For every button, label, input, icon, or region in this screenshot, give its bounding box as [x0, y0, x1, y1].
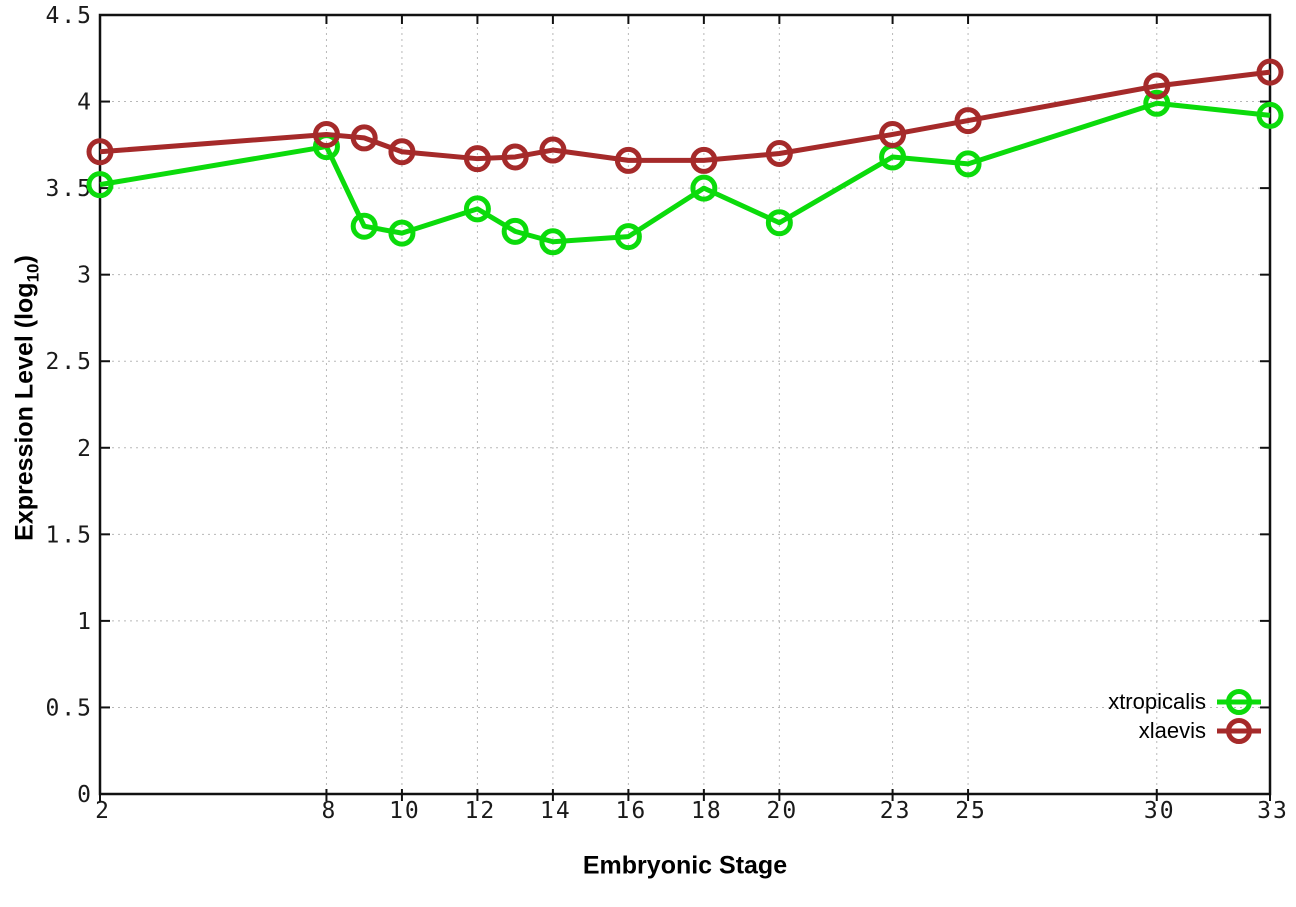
- x-tick-label: 2: [95, 798, 111, 824]
- data-point-xlaevis-stage-14: [539, 136, 567, 164]
- gridlines: [99, 14, 1271, 795]
- legend-label-xtropicalis: xtropicalis: [1108, 689, 1206, 714]
- y-tick-label: 3: [77, 263, 93, 289]
- data-point-xlaevis-stage-12: [463, 145, 491, 173]
- series-xtropicalis-line: [99, 100, 1271, 245]
- data-point-xlaevis-stage-10: [388, 138, 416, 166]
- legend: xtropicalis xlaevis: [1108, 687, 1262, 745]
- x-tick-label: 18: [691, 798, 723, 824]
- data-point-xlaevis-stage-20: [765, 139, 793, 167]
- data-point-xtropicalis-stage-16: [614, 223, 642, 251]
- y-tick-label: 4: [77, 90, 93, 116]
- x-tick-label: 20: [767, 798, 799, 824]
- data-point-xtropicalis-stage-14: [539, 228, 567, 256]
- x-axis-title: Embryonic Stage: [582, 851, 788, 880]
- y-tick-label: 1.5: [45, 522, 93, 548]
- data-point-xtropicalis-stage-30: [1143, 89, 1171, 117]
- y-tick-label: 2.5: [45, 349, 93, 375]
- tick-marks: [99, 14, 1271, 801]
- y-axis-title: Expression Level (log10): [11, 255, 44, 541]
- series-xlaevis-line: [99, 69, 1271, 163]
- y-tick-label: 1: [77, 609, 93, 635]
- legend-label-xlaevis: xlaevis: [1138, 718, 1206, 743]
- x-tick-label: 12: [465, 798, 497, 824]
- y-tick-label: 0.5: [45, 695, 93, 721]
- y-tick-label: 4.5: [45, 3, 93, 29]
- legend-row-xlaevis: xlaevis: [1108, 716, 1262, 745]
- y-axis-title-text: Expression Level (log: [10, 282, 39, 541]
- data-point-xtropicalis-stage-18: [690, 174, 718, 202]
- x-tick-label: 23: [880, 798, 912, 824]
- series-xlaevis-points: [86, 58, 1284, 174]
- data-point-xtropicalis-stage-33: [1256, 101, 1284, 129]
- y-tick-label: 3.5: [45, 176, 93, 202]
- data-point-xlaevis-stage-23: [879, 120, 907, 148]
- data-point-xlaevis-stage-13: [501, 143, 529, 171]
- data-point-xlaevis-stage-25: [954, 107, 982, 135]
- y-axis-title-subscript: 10: [23, 263, 43, 283]
- x-tick-label: 33: [1257, 798, 1289, 824]
- x-tick-label: 30: [1144, 798, 1176, 824]
- xlaevis-marker-icon: [1217, 717, 1261, 744]
- x-tick-label: 25: [955, 798, 987, 824]
- series-xtropicalis-points: [86, 89, 1284, 256]
- data-point-xlaevis-stage-2: [86, 138, 114, 166]
- data-point-xtropicalis-stage-25: [954, 150, 982, 178]
- data-point-xlaevis-stage-9: [350, 124, 378, 152]
- data-point-xtropicalis-stage-12: [463, 195, 491, 223]
- data-point-xtropicalis-stage-10: [388, 219, 416, 247]
- legend-row-xtropicalis: xtropicalis: [1108, 687, 1262, 716]
- data-point-xlaevis-stage-33: [1256, 58, 1284, 86]
- x-tick-labels: 2 8 10 12 14 16 18 20 23 25 30 33: [95, 798, 1289, 824]
- data-point-xlaevis-stage-8: [312, 120, 340, 148]
- y-tick-labels: 0 0.5 1 1.5 2 2.5 3 3.5 4 4.5: [45, 3, 93, 808]
- y-tick-label: 2: [77, 436, 93, 462]
- data-point-xlaevis-stage-18: [690, 146, 718, 174]
- y-axis-title-close: ): [10, 255, 39, 264]
- data-point-xtropicalis-stage-9: [350, 212, 378, 240]
- data-point-xlaevis-stage-16: [614, 146, 642, 174]
- data-point-xlaevis-stage-30: [1143, 72, 1171, 100]
- y-tick-label: 0: [77, 782, 93, 808]
- data-point-xtropicalis-stage-20: [765, 209, 793, 237]
- x-tick-label: 8: [322, 798, 338, 824]
- plot-border: [98, 13, 1272, 796]
- data-point-xtropicalis-stage-13: [501, 217, 529, 245]
- x-tick-label: 14: [540, 798, 572, 824]
- x-tick-label: 10: [389, 798, 421, 824]
- x-tick-label: 16: [616, 798, 648, 824]
- xtropicalis-marker-icon: [1217, 688, 1261, 715]
- data-point-xtropicalis-stage-2: [86, 171, 114, 199]
